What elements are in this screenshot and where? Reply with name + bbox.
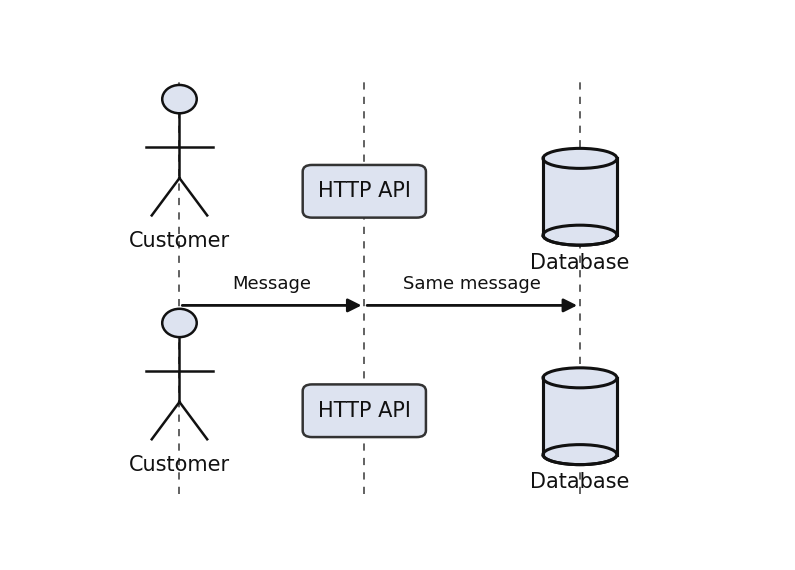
Ellipse shape xyxy=(543,225,617,245)
Text: Database: Database xyxy=(530,253,630,272)
FancyBboxPatch shape xyxy=(303,384,426,437)
FancyBboxPatch shape xyxy=(543,416,617,455)
FancyBboxPatch shape xyxy=(543,197,617,235)
FancyBboxPatch shape xyxy=(543,378,617,455)
Text: HTTP API: HTTP API xyxy=(318,181,411,201)
Ellipse shape xyxy=(543,368,617,388)
Ellipse shape xyxy=(162,309,196,337)
Ellipse shape xyxy=(162,85,196,113)
Text: Customer: Customer xyxy=(129,455,230,475)
Text: HTTP API: HTTP API xyxy=(318,401,411,421)
Ellipse shape xyxy=(543,445,617,465)
Text: Same message: Same message xyxy=(403,275,541,293)
FancyBboxPatch shape xyxy=(303,165,426,218)
FancyBboxPatch shape xyxy=(543,158,617,235)
Text: Message: Message xyxy=(232,275,312,293)
Text: Database: Database xyxy=(530,472,630,492)
Text: Customer: Customer xyxy=(129,231,230,251)
Ellipse shape xyxy=(543,148,617,168)
